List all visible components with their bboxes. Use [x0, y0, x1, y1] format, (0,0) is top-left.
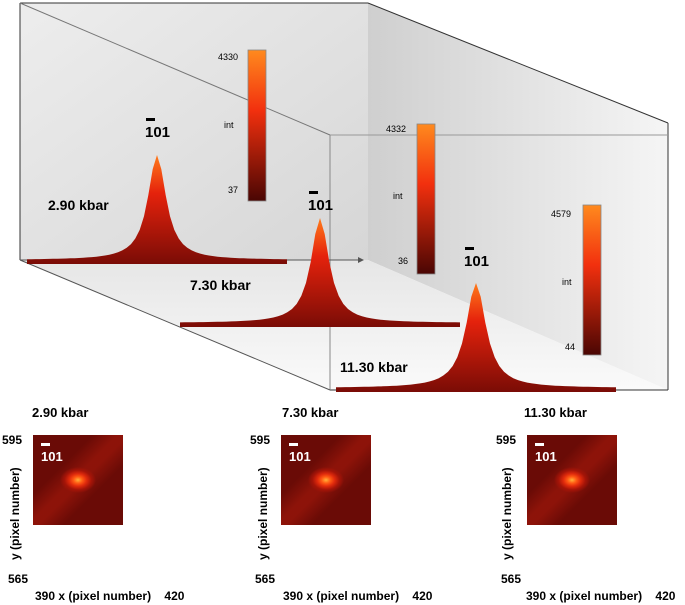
- peak-surface: [336, 283, 616, 392]
- heatmap-panel: 7.30 kbar 101 595: [250, 405, 400, 575]
- overbar: [535, 443, 544, 446]
- y-tick-max: 595: [2, 433, 23, 447]
- reflection-label: 101: [289, 449, 311, 464]
- colorbar-gradient: [416, 123, 436, 275]
- heatmap-image: 101: [33, 435, 123, 525]
- x-tick-max: 420: [655, 589, 676, 603]
- peak-surface: [180, 218, 460, 327]
- colorbar-label: int: [393, 191, 403, 201]
- heatmap-panel: 11.30 kbar 101 595: [494, 405, 644, 575]
- x-tick-min: 390: [35, 589, 56, 603]
- y-tick-min: 565: [501, 572, 522, 586]
- y-tick-max: 595: [496, 433, 517, 447]
- reflection-label: 101: [41, 449, 63, 464]
- overbar: [146, 118, 155, 121]
- pressure-label: 11.30 kbar: [340, 359, 408, 375]
- heatmap-panel: 2.90 kbar 101 595: [0, 405, 150, 575]
- colorbar: 4332 int 36: [386, 123, 436, 275]
- x-tick-min: 390: [283, 589, 304, 603]
- x-axis-row: 390 x (pixel number) 420: [283, 589, 432, 603]
- back-wall: [20, 3, 368, 260]
- pressure-label: 2.90 kbar: [48, 197, 109, 213]
- x-axis-row: 390 x (pixel number) 420: [526, 589, 675, 603]
- overbar: [289, 443, 298, 446]
- colorbar-gradient: [582, 204, 602, 356]
- overbar: [465, 247, 474, 250]
- reflection-label: 101: [145, 124, 170, 141]
- y-tick-min: 565: [8, 572, 29, 586]
- colorbar-max: 4330: [218, 52, 238, 62]
- x-axis-label: x (pixel number): [58, 589, 152, 603]
- panel-title: 2.90 kbar: [32, 405, 89, 420]
- colorbar-max: 4579: [551, 209, 571, 219]
- y-axis-label: y (pixel number): [500, 467, 514, 560]
- colorbar: 4579 int 44: [551, 204, 602, 356]
- y-axis-label: y (pixel number): [8, 467, 22, 560]
- colorbar-min: 44: [565, 342, 575, 352]
- panel-title: 11.30 kbar: [524, 405, 587, 420]
- colorbar: 4330 int 37: [218, 49, 267, 202]
- colorbar-max: 4332: [386, 124, 406, 134]
- pressure-label: 7.30 kbar: [190, 277, 251, 293]
- colorbar-min: 37: [228, 185, 238, 195]
- heatmap-image: 101: [281, 435, 371, 525]
- axis-arrow: [358, 257, 364, 263]
- heatmap-peak: [527, 435, 617, 525]
- x-tick-min: 390: [526, 589, 547, 603]
- colorbar-label: int: [562, 277, 572, 287]
- colorbar-min: 36: [398, 256, 408, 266]
- x-axis-label: x (pixel number): [306, 589, 400, 603]
- x-axis-label: x (pixel number): [549, 589, 643, 603]
- reflection-label: 101: [535, 449, 557, 464]
- heatmap-peak: [281, 435, 371, 525]
- y-axis-label: y (pixel number): [256, 467, 270, 560]
- overbar: [41, 443, 50, 446]
- reflection-label: 101: [464, 253, 489, 270]
- heatmap-peak: [33, 435, 123, 525]
- x-axis-row: 390 x (pixel number) 420: [35, 589, 184, 603]
- x-tick-max: 420: [164, 589, 185, 603]
- panel-title: 7.30 kbar: [282, 405, 339, 420]
- colorbar-label: int: [224, 120, 234, 130]
- y-tick-max: 595: [250, 433, 271, 447]
- overbar: [309, 191, 318, 194]
- reflection-label: 101: [308, 197, 333, 214]
- y-tick-min: 565: [255, 572, 276, 586]
- x-tick-max: 420: [412, 589, 433, 603]
- peak-surface: [27, 155, 287, 264]
- colorbar-gradient: [247, 49, 267, 202]
- heatmap-image: 101: [527, 435, 617, 525]
- pressure-surface-scene: 2.90 kbar 7.30 kbar 11.30 kbar 101 101 1…: [19, 2, 669, 392]
